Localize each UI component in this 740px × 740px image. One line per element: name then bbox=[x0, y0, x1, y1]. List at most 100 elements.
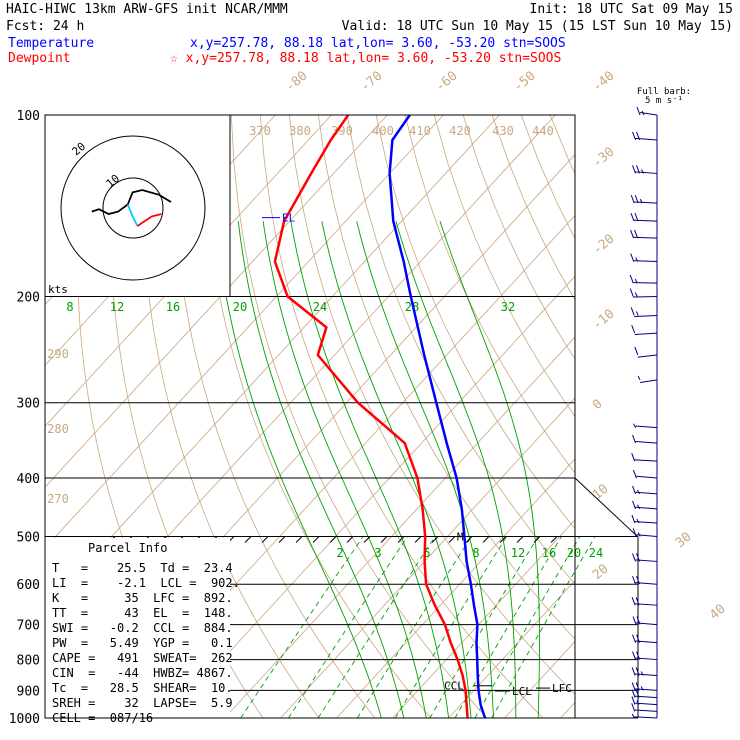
theta-label: 410 bbox=[409, 124, 431, 138]
dewpoint-legend-label: Dewpoint bbox=[8, 51, 71, 66]
pressure-label-100: 100 bbox=[17, 109, 40, 124]
wind-barb bbox=[629, 288, 658, 298]
dry-adiabat bbox=[520, 115, 575, 240]
isobar-tick bbox=[482, 536, 490, 543]
parcel-row: LI = -2.1 LCL = 902. bbox=[52, 576, 240, 590]
wind-barb bbox=[631, 667, 658, 676]
mixing-ratio-label: 24 bbox=[589, 546, 603, 560]
isobar-tick bbox=[465, 536, 473, 543]
dry-adiabat bbox=[230, 115, 488, 718]
pressure-label-700: 700 bbox=[17, 619, 40, 634]
parcel-row: CIN = -44 HWBZ= 4867. bbox=[52, 666, 233, 680]
isobar-tick bbox=[346, 536, 354, 543]
isotherm-line bbox=[45, 115, 444, 549]
dry-adiabat bbox=[637, 115, 740, 718]
isotherm-label: -30 bbox=[590, 144, 618, 171]
temperature-profile bbox=[388, 114, 487, 719]
wind-barb bbox=[632, 553, 658, 562]
theta-e-label: 24 bbox=[313, 300, 327, 314]
marker-lcl: LCL bbox=[512, 685, 532, 698]
pressure-axis-labels: 100 200 300 400 500 600 700 800 900 1000 bbox=[9, 109, 40, 727]
hodograph-trace-low bbox=[126, 204, 139, 227]
isotherm-line bbox=[448, 580, 575, 718]
barb-legend-units: 5 m s⁻¹ bbox=[645, 96, 683, 106]
temperature-location: x,y=257.78, 88.18 lat,lon= 3.60, -53.20 … bbox=[190, 36, 566, 51]
parcel-row: K = 35 LFC = 892. bbox=[52, 591, 233, 605]
dry-adiabat bbox=[579, 115, 740, 718]
wind-barb bbox=[631, 452, 658, 462]
dry-adiabat bbox=[404, 115, 575, 474]
pressure-label-500: 500 bbox=[17, 530, 40, 545]
parcel-info-panel: Parcel Info T = 25.5 Td = 23.4LI = -2.1 … bbox=[45, 538, 240, 725]
isobar-tick bbox=[550, 536, 558, 543]
wind-barb bbox=[631, 696, 658, 706]
moist-adiabat bbox=[439, 221, 540, 718]
theta-label: 280 bbox=[47, 422, 69, 436]
wind-barb bbox=[630, 194, 658, 204]
dry-adiabat bbox=[608, 115, 740, 718]
isotherm-label: -40 bbox=[590, 68, 618, 95]
sounding-profiles bbox=[273, 114, 487, 719]
parcel-row: Tc = 28.5 SHEAR= 10. bbox=[52, 681, 233, 695]
isotherm-label: 30 bbox=[673, 530, 695, 552]
theta-label: 420 bbox=[449, 124, 471, 138]
isotherm-label: -50 bbox=[511, 68, 539, 95]
hodograph-trace-surface bbox=[136, 213, 162, 227]
mixing-ratio-line bbox=[288, 537, 408, 718]
theta-label: 270 bbox=[47, 492, 69, 506]
hodograph-ring bbox=[102, 177, 164, 239]
dry-adiabat bbox=[695, 115, 740, 718]
marker-ccl: CCL bbox=[444, 680, 464, 693]
isobar-tick bbox=[278, 536, 286, 543]
isotherm-line bbox=[673, 115, 740, 718]
barb-legend-title: Full barb: bbox=[637, 87, 691, 97]
lower-panel-outline bbox=[574, 477, 639, 718]
mixing-ratio-label: 16 bbox=[542, 546, 556, 560]
isobar-tick bbox=[533, 536, 541, 543]
moist-adiabat bbox=[237, 221, 405, 718]
wind-barb bbox=[636, 106, 658, 116]
plot-frame bbox=[44, 114, 576, 719]
mixing-ratio-label: 8 bbox=[472, 546, 479, 560]
isotherm-line bbox=[280, 397, 575, 718]
wind-barb bbox=[632, 634, 658, 644]
mixing-ratio-line bbox=[357, 537, 472, 718]
isotherm-label: -20 bbox=[590, 231, 618, 258]
isotherm-line bbox=[45, 115, 388, 488]
wind-barb bbox=[632, 485, 658, 495]
dry-adiabat bbox=[317, 115, 575, 640]
isobar-tick bbox=[414, 536, 422, 543]
pressure-label-1000: 1000 bbox=[9, 712, 40, 727]
wind-barb bbox=[632, 165, 658, 174]
isotherm-label: -70 bbox=[358, 68, 386, 95]
moist-adiabat bbox=[356, 221, 494, 718]
wind-barb bbox=[630, 229, 658, 239]
mixing-ratio-line bbox=[240, 537, 364, 718]
pressure-label-900: 900 bbox=[17, 684, 40, 699]
pressure-label-400: 400 bbox=[17, 472, 40, 487]
temperature-legend-label: Temperature bbox=[8, 36, 94, 51]
wind-barb bbox=[633, 423, 658, 429]
wind-barb bbox=[631, 597, 658, 606]
isotherm-line bbox=[560, 701, 575, 718]
moist-adiabat bbox=[395, 221, 517, 718]
level-markers: EL CCL LCL LFC M bbox=[262, 212, 572, 698]
isobar-tick bbox=[499, 536, 507, 543]
wind-barb bbox=[631, 682, 658, 691]
isobar-tick bbox=[397, 536, 405, 543]
theta-label: 380 bbox=[289, 124, 311, 138]
isobar-tick bbox=[312, 536, 320, 543]
mixing-ratio-line bbox=[491, 537, 596, 718]
mixing-ratio-label: 2 bbox=[336, 546, 343, 560]
mixing-ratio-label: 20 bbox=[567, 546, 581, 560]
isotherm-line bbox=[45, 115, 500, 610]
theta-label: 390 bbox=[331, 124, 353, 138]
isobar-tick bbox=[329, 536, 337, 543]
wind-barb bbox=[632, 131, 658, 141]
isotherm-label: 20 bbox=[590, 562, 612, 584]
isotherm-label: -80 bbox=[283, 68, 311, 95]
dry-adiabat bbox=[491, 115, 575, 301]
mixing-ratio-label: 12 bbox=[511, 546, 525, 560]
wind-barb bbox=[632, 616, 658, 626]
